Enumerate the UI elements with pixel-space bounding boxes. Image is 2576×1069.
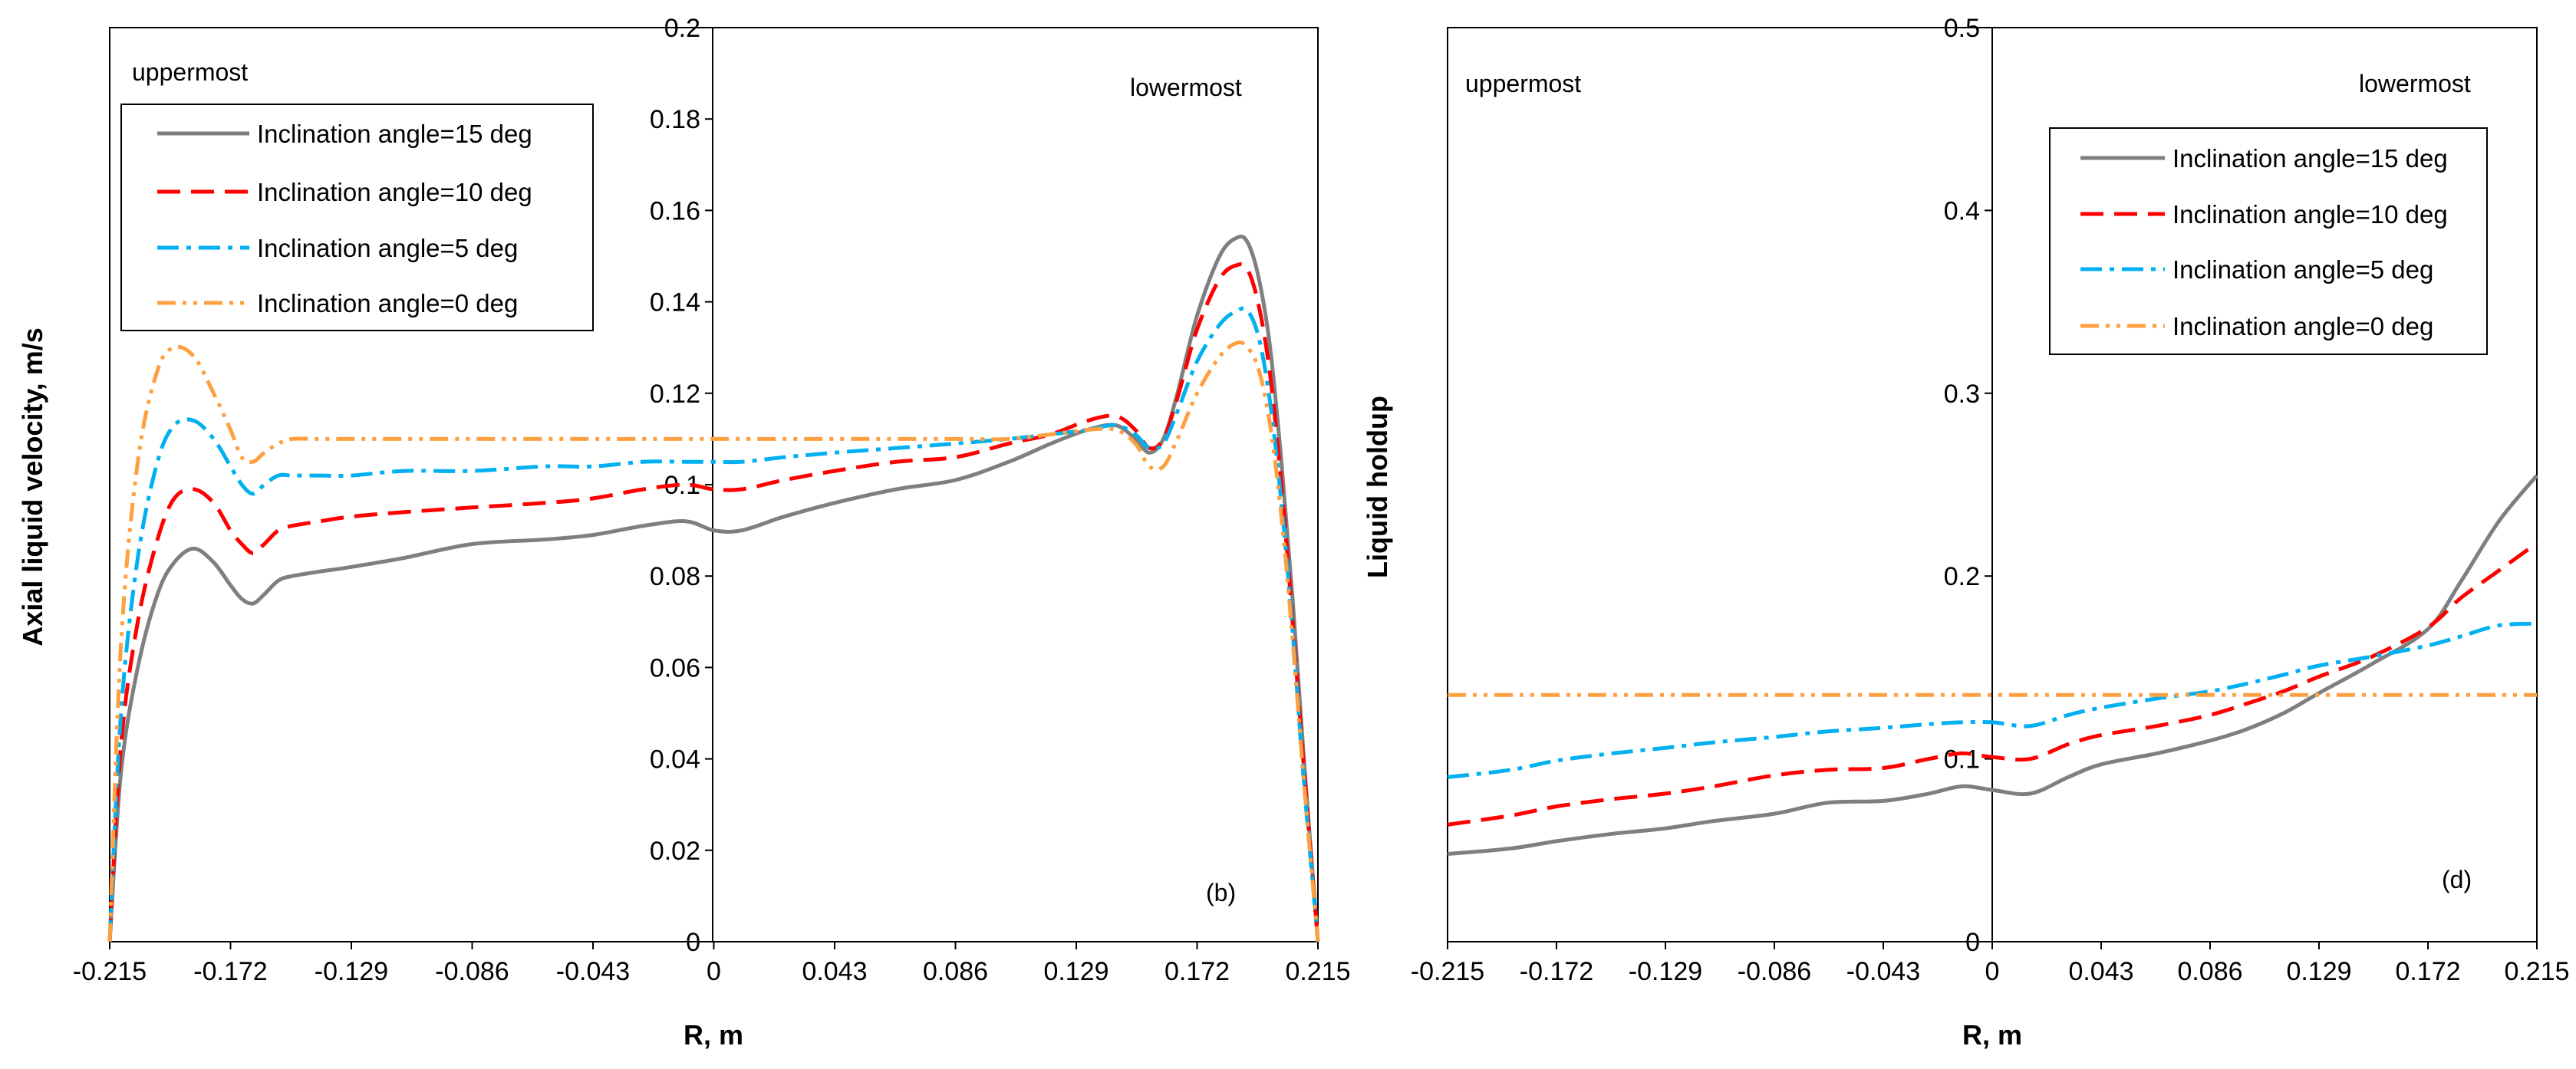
legend-box bbox=[2049, 127, 2488, 355]
x-tick-label: -0.043 bbox=[556, 957, 630, 986]
series-line-1 bbox=[107, 234, 1320, 942]
legend-label: Inclination angle=0 deg bbox=[2172, 312, 2433, 340]
series-line-3 bbox=[1447, 621, 2538, 779]
series-group bbox=[107, 234, 1320, 942]
y-tick-label: 0.3 bbox=[1944, 380, 1980, 409]
annotation-uppermost: uppermost bbox=[1465, 70, 1581, 97]
x-tick-label: -0.129 bbox=[1629, 957, 1702, 986]
panel-label: (d) bbox=[2442, 866, 2472, 893]
y-tick-label: 0.08 bbox=[650, 562, 700, 591]
legend-label: Inclination angle=15 deg bbox=[257, 120, 532, 148]
y-axis-title: Axial liquid velocity, m/s bbox=[17, 327, 48, 646]
legend-label: Inclination angle=5 deg bbox=[2172, 255, 2433, 284]
x-tick-label: 0 bbox=[1985, 957, 2000, 986]
y-axis-title: Liquid holdup bbox=[1362, 396, 1393, 578]
x-tick-label: -0.043 bbox=[1846, 957, 1920, 986]
series-line-2 bbox=[107, 262, 1320, 942]
tick-group: -0.215 -0.172 -0.129 -0.086 -0.043 0 0.043 0.08… bbox=[1411, 14, 2570, 986]
chart-panel-b: -0.215 -0.172 -0.129 -0.086 -0.043 0 0.043 0.08… bbox=[17, 14, 1351, 1051]
panel-label: (b) bbox=[1206, 879, 1236, 906]
y-tick-label: 0 bbox=[1965, 928, 1980, 957]
annotation-lowermost: lowermost bbox=[1130, 74, 1242, 101]
x-tick-label: -0.172 bbox=[1520, 957, 1593, 986]
series-group bbox=[1447, 474, 2538, 857]
legend-label: Inclination angle=10 deg bbox=[257, 178, 532, 206]
legend-label: Inclination angle=0 deg bbox=[257, 289, 518, 317]
y-tick-label: 0.12 bbox=[650, 380, 700, 409]
annotation-lowermost: lowermost bbox=[2359, 70, 2471, 97]
legend-label: Inclination angle=5 deg bbox=[257, 234, 518, 262]
x-tick-label: 0 bbox=[707, 957, 721, 986]
x-tick-label: 0.129 bbox=[2286, 957, 2351, 986]
x-tick-label: -0.086 bbox=[1738, 957, 1811, 986]
y-tick-label: 0.06 bbox=[650, 653, 700, 683]
series-line-4 bbox=[107, 340, 1320, 942]
x-tick-label: 0.215 bbox=[2504, 957, 2569, 986]
x-tick-label: 0.043 bbox=[802, 957, 867, 986]
legend-box bbox=[120, 104, 594, 331]
y-tick-label: 0.04 bbox=[650, 745, 700, 775]
x-tick-label: 0.172 bbox=[2395, 957, 2460, 986]
y-tick-label: 0.18 bbox=[650, 105, 700, 134]
y-tick-label: 0.2 bbox=[1944, 562, 1980, 591]
y-tick-label: 0.02 bbox=[650, 837, 700, 866]
y-tick-label: 0 bbox=[686, 928, 700, 957]
y-tick-label: 0.16 bbox=[650, 196, 700, 225]
legend: Inclination angle=15 deg Inclination ang… bbox=[120, 104, 594, 331]
x-tick-label: 0.086 bbox=[923, 957, 988, 986]
x-tick-label: -0.172 bbox=[193, 957, 267, 986]
y-tick-label: 0.1 bbox=[1944, 745, 1980, 775]
x-tick-label: 0.215 bbox=[1285, 957, 1350, 986]
tick-group: -0.215 -0.172 -0.129 -0.086 -0.043 0 0.043 0.08… bbox=[73, 14, 1351, 986]
annotation-uppermost: uppermost bbox=[132, 58, 248, 86]
legend-label: Inclination angle=15 deg bbox=[2172, 144, 2448, 173]
legend: Inclination angle=15 deg Inclination ang… bbox=[2049, 127, 2488, 355]
series-line-1 bbox=[1447, 474, 2538, 857]
y-tick-label: 0.2 bbox=[664, 14, 700, 43]
x-axis-title: R, m bbox=[1962, 1019, 2022, 1051]
x-tick-label: 0.129 bbox=[1043, 957, 1108, 986]
y-tick-label: 0.14 bbox=[650, 288, 700, 317]
x-axis-title: R, m bbox=[684, 1019, 743, 1051]
x-tick-label: 0.172 bbox=[1164, 957, 1230, 986]
x-tick-label: -0.215 bbox=[73, 957, 147, 986]
x-tick-label: -0.215 bbox=[1411, 957, 1484, 986]
series-line-2 bbox=[1447, 541, 2538, 827]
legend-label: Inclination angle=10 deg bbox=[2172, 200, 2448, 229]
x-tick-label: -0.086 bbox=[435, 957, 509, 986]
x-tick-label: -0.129 bbox=[315, 957, 388, 986]
x-tick-label: 0.086 bbox=[2177, 957, 2242, 986]
chart-panel-d: -0.215 -0.172 -0.129 -0.086 -0.043 0 0.043 0.08… bbox=[1362, 14, 2570, 1051]
y-tick-label: 0.4 bbox=[1944, 196, 1980, 225]
x-tick-label: 0.043 bbox=[2068, 957, 2133, 986]
y-tick-label: 0.5 bbox=[1944, 14, 1980, 43]
series-line-3 bbox=[107, 306, 1320, 942]
